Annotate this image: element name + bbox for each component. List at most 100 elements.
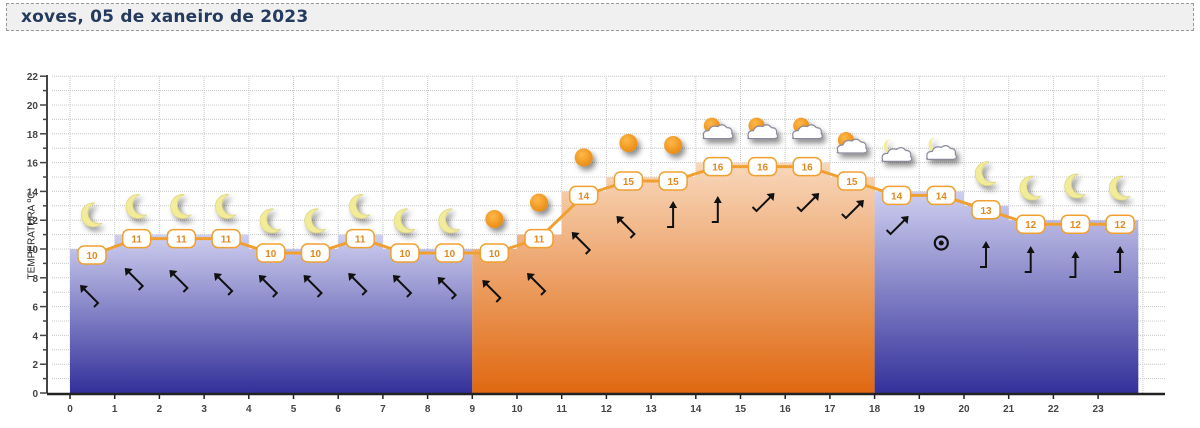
- x-tick-label: 11: [556, 404, 567, 415]
- night-area: [874, 191, 1139, 393]
- wind-arrow-nw-icon: [124, 268, 145, 291]
- moon-icon: [974, 161, 997, 186]
- temperature-label: 16: [703, 156, 733, 177]
- moon-icon: [349, 194, 371, 219]
- wind-arrow-n-icon: [667, 201, 678, 228]
- x-tick-label: 20: [958, 404, 970, 415]
- y-tick-label: 22: [27, 72, 39, 83]
- day-area: [472, 162, 875, 393]
- temperature-labels: 10 11 11 11 10 10 11 10 10 10 11 14 15 15 16 16 16 15 14 14…: [77, 156, 1135, 265]
- x-tick-label: 4: [246, 404, 252, 415]
- sun-cloud-icon: [836, 132, 868, 154]
- moon-icon: [1019, 175, 1041, 201]
- svg-text:10: 10: [86, 251, 98, 262]
- y-tick-label: 16: [27, 159, 39, 170]
- svg-text:11: 11: [131, 235, 142, 246]
- temperature-label: 11: [524, 228, 554, 249]
- svg-text:10: 10: [265, 249, 277, 260]
- x-tick-label: 5: [291, 404, 297, 415]
- wind-arrow-n-icon: [711, 196, 722, 223]
- sun-icon: [485, 210, 504, 228]
- wind-arrow-nw-icon: [482, 280, 502, 303]
- wind-arrow-n-icon: [980, 241, 990, 268]
- moon-icon: [438, 208, 460, 234]
- wind-arrow-nw-icon: [616, 216, 636, 239]
- wind-arrow-nw-icon: [169, 270, 189, 293]
- x-tick-label: 12: [601, 404, 613, 415]
- x-tick-label: 10: [511, 404, 523, 415]
- temperature-label: 10: [434, 243, 465, 263]
- moon-cloud-icon: [926, 137, 958, 160]
- moon-icon: [170, 194, 192, 219]
- wind-arrow-ne-icon: [841, 200, 864, 220]
- x-tick-label: 1: [112, 404, 118, 415]
- x-tick-label: 18: [869, 404, 881, 415]
- sun-icon: [574, 148, 593, 167]
- svg-text:15: 15: [623, 177, 635, 188]
- svg-text:11: 11: [176, 235, 187, 246]
- temperature-label: 14: [568, 185, 599, 206]
- temperature-label: 12: [1015, 214, 1046, 234]
- wind-arrow-ne-icon: [751, 193, 775, 213]
- temperature-label: 16: [747, 156, 778, 177]
- svg-text:16: 16: [802, 163, 814, 174]
- sun-cloud-icon: [791, 117, 823, 140]
- x-tick-label: 3: [201, 404, 207, 415]
- svg-text:16: 16: [712, 163, 724, 174]
- wind-arrow-nw-icon: [437, 277, 458, 300]
- x-tick-label: 23: [1093, 404, 1105, 415]
- wind-icons: [80, 193, 1125, 308]
- wind-arrow-n-icon: [1024, 246, 1035, 273]
- svg-text:14: 14: [578, 191, 590, 202]
- wind-arrow-nw-icon: [571, 232, 592, 255]
- temperature-area: [70, 162, 1139, 393]
- temperature-label: 10: [390, 243, 420, 263]
- x-tick-label: 0: [67, 404, 73, 415]
- y-tick-label: 14: [27, 187, 39, 198]
- svg-text:10: 10: [444, 249, 456, 260]
- y-tick-label: 6: [32, 303, 38, 314]
- svg-text:13: 13: [980, 206, 992, 217]
- moon-icon: [125, 194, 147, 219]
- page-title: xoves, 05 de xaneiro de 2023: [21, 7, 309, 27]
- moon-icon: [304, 208, 326, 234]
- x-tick-label: 19: [914, 404, 926, 415]
- x-tick-label: 17: [824, 404, 836, 415]
- sun-icon: [619, 134, 638, 152]
- x-tick-label: 2: [157, 404, 163, 415]
- moon-icon: [215, 194, 237, 219]
- svg-text:12: 12: [1025, 220, 1037, 231]
- x-tick-label: 13: [646, 404, 658, 415]
- moon-icon: [1109, 175, 1131, 201]
- svg-text:15: 15: [668, 177, 680, 188]
- y-tick-label: 4: [32, 331, 38, 342]
- svg-text:11: 11: [221, 235, 232, 246]
- svg-text:10: 10: [399, 249, 411, 260]
- moon-icon: [1064, 173, 1086, 199]
- wind-arrow-n-icon: [1114, 246, 1125, 273]
- temperature-label: 10: [300, 243, 331, 263]
- moon-cloud-icon: [881, 139, 913, 162]
- temperature-label: 15: [613, 171, 644, 191]
- temperature-label: 13: [971, 200, 1001, 220]
- wind-arrow-nw-icon: [258, 275, 279, 298]
- x-tick-label: 8: [425, 404, 431, 415]
- svg-text:14: 14: [936, 191, 948, 202]
- y-tick-label: 20: [27, 101, 39, 112]
- svg-text:14: 14: [891, 191, 903, 202]
- wind-arrow-nw-icon: [303, 275, 323, 298]
- svg-text:12: 12: [1115, 220, 1127, 231]
- x-tick-label: 22: [1048, 404, 1060, 415]
- sun-cloud-icon: [747, 117, 779, 140]
- svg-text:12: 12: [1070, 220, 1082, 231]
- y-tick-label: 2: [32, 360, 38, 371]
- wind-arrow-nw-icon: [214, 273, 234, 296]
- svg-text:15: 15: [846, 177, 858, 188]
- temperature-label: 14: [881, 185, 912, 206]
- date-header: xoves, 05 de xaneiro de 2023: [6, 3, 1194, 31]
- moon-icon: [259, 208, 282, 234]
- temperature-label: 15: [658, 171, 688, 191]
- x-tick-label: 16: [780, 404, 792, 415]
- wind-arrow-nw-icon: [392, 275, 413, 298]
